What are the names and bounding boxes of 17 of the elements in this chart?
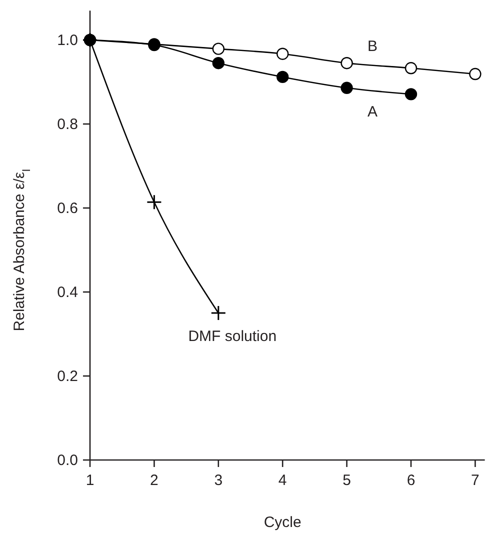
x-tick-label: 7 <box>471 472 480 489</box>
x-tick-label: 5 <box>342 472 351 489</box>
y-tick-label: 0.2 <box>57 368 78 385</box>
y-tick-label: 0.6 <box>57 200 78 217</box>
x-axis-title: Cycle <box>264 514 302 531</box>
y-tick-label: 0.4 <box>57 284 78 301</box>
y-tick-label: 0.0 <box>57 452 78 469</box>
x-tick-label: 6 <box>406 472 416 489</box>
x-tick-label: 4 <box>278 472 287 489</box>
series-label: DMF solution <box>188 328 277 345</box>
x-tick-label: 2 <box>150 472 158 489</box>
x-tick-label: 3 <box>214 472 223 489</box>
y-tick-label: 0.8 <box>57 116 78 133</box>
series-label: A <box>367 103 378 120</box>
series-label: B <box>367 38 378 56</box>
x-tick-label: 1 <box>86 472 94 489</box>
y-tick-label: 1.0 <box>57 32 78 49</box>
